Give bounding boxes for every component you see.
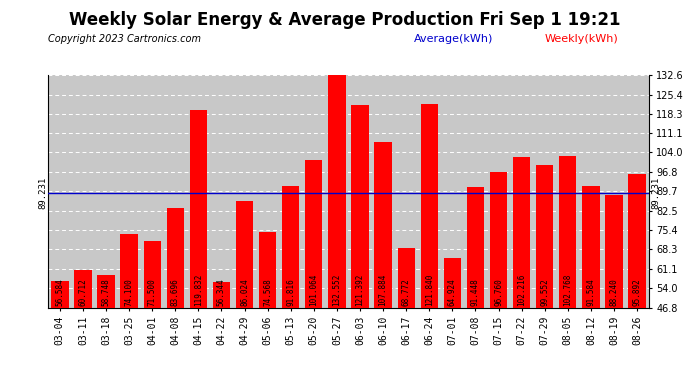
Text: 58.748: 58.748 (101, 278, 110, 306)
Bar (213, 282, 230, 375)
Bar (75, 270, 92, 375)
Bar (97, 275, 115, 375)
Text: 102.216: 102.216 (517, 274, 526, 306)
Text: 119.832: 119.832 (194, 274, 203, 306)
Bar (421, 104, 438, 375)
Text: 96.760: 96.760 (494, 278, 503, 306)
Text: Weekly Solar Energy & Average Production Fri Sep 1 19:21: Weekly Solar Energy & Average Production… (69, 11, 621, 29)
Text: 86.024: 86.024 (240, 278, 249, 306)
Text: 56.344: 56.344 (217, 278, 226, 306)
Bar (375, 142, 392, 375)
Text: 121.840: 121.840 (425, 274, 434, 306)
Text: 91.448: 91.448 (471, 278, 480, 306)
Text: 60.712: 60.712 (79, 278, 88, 306)
Text: Weekly(kWh): Weekly(kWh) (545, 34, 619, 44)
Bar (397, 248, 415, 375)
Text: 102.768: 102.768 (563, 274, 572, 306)
Text: 121.392: 121.392 (355, 274, 364, 306)
Bar (466, 186, 484, 375)
Bar (536, 165, 553, 375)
Text: 91.584: 91.584 (586, 278, 595, 306)
Bar (582, 186, 600, 375)
Bar (51, 281, 68, 375)
Text: Average(kWh): Average(kWh) (414, 34, 493, 44)
Text: 101.064: 101.064 (309, 274, 318, 306)
Bar (282, 186, 299, 375)
Text: 74.100: 74.100 (125, 278, 134, 306)
Bar (166, 207, 184, 375)
Bar (629, 174, 646, 375)
Bar (351, 105, 368, 375)
Bar (190, 110, 207, 375)
Text: 68.772: 68.772 (402, 278, 411, 306)
Bar (559, 156, 576, 375)
Text: Copyright 2023 Cartronics.com: Copyright 2023 Cartronics.com (48, 34, 201, 44)
Text: 71.500: 71.500 (148, 278, 157, 306)
Text: 56.584: 56.584 (55, 278, 64, 306)
Bar (144, 241, 161, 375)
Text: 89.231: 89.231 (38, 176, 47, 209)
Bar (490, 172, 507, 375)
Text: 95.892: 95.892 (633, 278, 642, 306)
Bar (121, 234, 138, 375)
Text: 99.552: 99.552 (540, 278, 549, 306)
Text: 91.816: 91.816 (286, 278, 295, 306)
Text: 132.552: 132.552 (333, 274, 342, 306)
Bar (444, 258, 461, 375)
Bar (605, 195, 622, 375)
Bar (259, 232, 276, 375)
Bar (236, 201, 253, 375)
Text: 88.240: 88.240 (609, 278, 618, 306)
Bar (513, 158, 531, 375)
Text: 74.568: 74.568 (263, 278, 272, 306)
Text: 64.924: 64.924 (448, 278, 457, 306)
Bar (328, 75, 346, 375)
Text: 107.884: 107.884 (379, 274, 388, 306)
Text: 83.696: 83.696 (171, 278, 180, 306)
Text: 89.231: 89.231 (651, 176, 660, 209)
Bar (305, 160, 322, 375)
